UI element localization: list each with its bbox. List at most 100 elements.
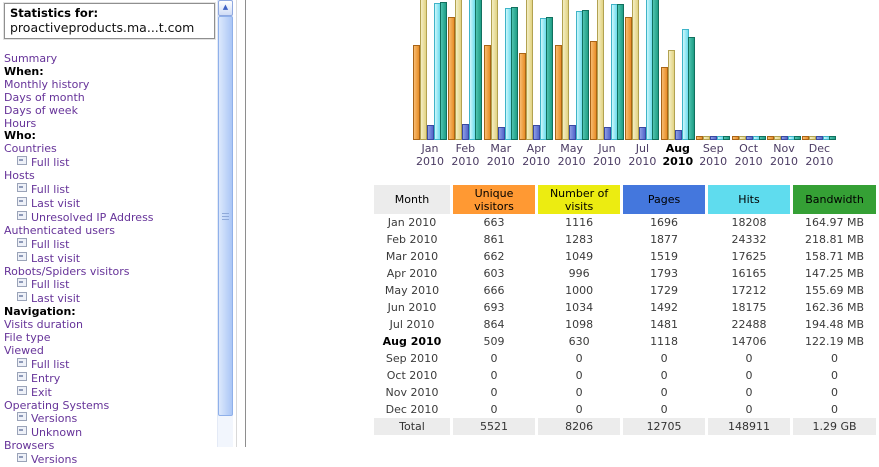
table-row-nov-2010: Nov 2010 0 0 0 0 0 [374,384,876,401]
scroll-up-button[interactable]: ▲ [218,0,233,16]
cell-month: Mar 2010 [385,250,439,263]
sidebar-label-operating-systems[interactable]: Operating Systems [4,398,110,412]
sidebar-label-full-list[interactable]: Full list [31,156,70,170]
sidebar-label-browsers[interactable]: Browsers [4,439,55,453]
list-bullet-icon [17,357,27,367]
cell-pages: 0 [660,386,668,399]
sidebar-label-authenticated-users[interactable]: Authenticated users [4,223,115,237]
sidebar-label-robots-spiders-visitors[interactable]: Robots/Spiders visitors [4,264,130,278]
bar-number-of-visits-oct-2010 [738,136,746,140]
bar-pages-sep-2010 [710,136,718,140]
cell-bandwidth: 122.19 MB [805,335,865,348]
sidebar-label-last-visit[interactable]: Last visit [31,196,81,210]
sidebar-label-visits-duration[interactable]: Visits duration [4,318,83,332]
bar-pages-jun-2010 [604,127,611,140]
cell-bandwidth: 155.69 MB [805,284,865,297]
cell-unique-visitors: 5521 [453,418,535,435]
sidebar-item-full-list: Full list [4,237,216,252]
frame-divider[interactable] [245,0,246,447]
bar-unique-visitors-apr-2010 [519,53,527,140]
list-bullet-icon [17,183,27,193]
list-bullet-icon [17,210,27,220]
column-header-unique-visitors: Unique visitors [453,185,535,214]
cell-hits: 148911 [707,418,791,435]
sidebar-label-versions[interactable]: Versions [31,453,78,467]
bar-bandwidth-mb-oct-2010 [758,136,766,140]
chart-month-label-sep-2010: Sep 2010 [699,142,728,168]
bar-bandwidth-mb-jun-2010 [617,4,624,140]
bar-bandwidth-mb-may-2010 [581,10,589,140]
bar-number-of-visits-may-2010 [561,0,569,140]
bar-bandwidth-mb-jul-2010 [652,0,660,140]
sidebar-label-file-type[interactable]: File type [4,331,51,345]
cell-month: Dec 2010 [385,403,439,416]
sidebar-label-exit[interactable]: Exit [31,385,52,399]
sidebar-label-unknown[interactable]: Unknown [31,426,83,440]
sidebar-label-days-of-week[interactable]: Days of week [4,103,78,117]
table-total-row: Total 5521 8206 12705 148911 1.29 GB [374,418,876,435]
sidebar-label-full-list[interactable]: Full list [31,278,70,292]
sidebar-label-hosts[interactable]: Hosts [4,169,35,183]
sidebar-section-who: Who: [4,129,216,143]
sidebar-label-entry[interactable]: Entry [31,371,61,385]
bar-unique-visitors-jun-2010 [590,41,597,140]
scroll-up-icon: ▲ [222,3,229,11]
list-bullet-icon [17,292,27,302]
bar-bandwidth-mb-jan-2010 [440,2,447,140]
monthly-history-table: Month Unique visitors Number of visits Page… [371,185,879,435]
cell-number-of-visits: 1049 [565,250,594,263]
cell-unique-visitors: 864 [483,318,505,331]
bar-unique-visitors-sep-2010 [696,136,704,140]
cell-unique-visitors: 603 [483,267,505,280]
sidebar-label-countries[interactable]: Countries [4,142,57,156]
cell-unique-visitors: 0 [490,369,498,382]
cell-number-of-visits: 996 [568,267,590,280]
sidebar-scrollbar[interactable]: ▲ [217,0,233,447]
column-header-number-of-visits: Number of visits [537,185,621,214]
sidebar-label-last-visit[interactable]: Last visit [31,251,81,265]
cell-number-of-visits: 0 [575,386,583,399]
sidebar-label-days-of-month[interactable]: Days of month [4,90,85,104]
cell-hits: 22488 [731,318,767,331]
bar-bandwidth-mb-sep-2010 [723,136,731,140]
chart-month-label-aug-2010: Aug 2010 [662,142,694,168]
chart-month-label-mar-2010: Mar 2010 [486,142,515,168]
table-row-oct-2010: Oct 2010 0 0 0 0 0 [374,367,876,384]
bar-number-of-visits-feb-2010 [455,0,463,140]
list-bullet-icon [17,278,27,288]
bar-pages-may-2010 [568,125,576,140]
sidebar-label-summary[interactable]: Summary [4,52,58,65]
bar-number-of-visits-jun-2010 [597,0,604,140]
sidebar-label-unresolved-ip-address[interactable]: Unresolved IP Address [31,210,154,224]
cell-month: Sep 2010 [385,352,439,365]
sidebar-label-full-list[interactable]: Full list [31,357,70,371]
cell-bandwidth: 162.36 MB [805,301,865,314]
cell-unique-visitors: 0 [490,403,498,416]
cell-unique-visitors: 663 [483,216,505,229]
sidebar-label-navigation: Navigation: [4,305,76,319]
sidebar-label-viewed[interactable]: Viewed [4,343,44,357]
sidebar-label-versions[interactable]: Versions [31,412,78,426]
table-row-dec-2010: Dec 2010 0 0 0 0 0 [374,401,876,418]
sidebar-item-full-list: Full list [4,278,216,292]
chart-month-label-may-2010: May 2010 [557,142,586,168]
cell-number-of-visits: 1000 [565,284,594,297]
chart-month-label-apr-2010: Apr 2010 [522,142,551,168]
statistics-for-label: Statistics for: [10,6,99,20]
list-bullet-icon [17,156,27,166]
sidebar-label-full-list[interactable]: Full list [31,237,70,251]
scrollbar-thumb[interactable] [218,16,233,416]
sidebar-label-full-list[interactable]: Full list [31,183,70,197]
table-row-sep-2010: Sep 2010 0 0 0 0 0 [374,350,876,367]
sidebar-label-monthly-history[interactable]: Monthly history [4,77,90,91]
sidebar-item-days-of-month: Days of month [4,90,216,105]
sidebar-label-hours[interactable]: Hours [4,116,37,130]
cell-bandwidth: 0 [831,369,839,382]
bar-pages-jan-2010 [427,125,434,140]
sidebar-label-last-visit[interactable]: Last visit [31,292,81,306]
sidebar-item-versions: Versions [4,412,216,426]
bar-pages-dec-2010 [816,136,824,140]
list-bullet-icon [17,385,27,395]
chart-month-label-jan-2010: Jan 2010 [416,142,444,168]
sidebar-item-full-list: Full list [4,183,216,197]
